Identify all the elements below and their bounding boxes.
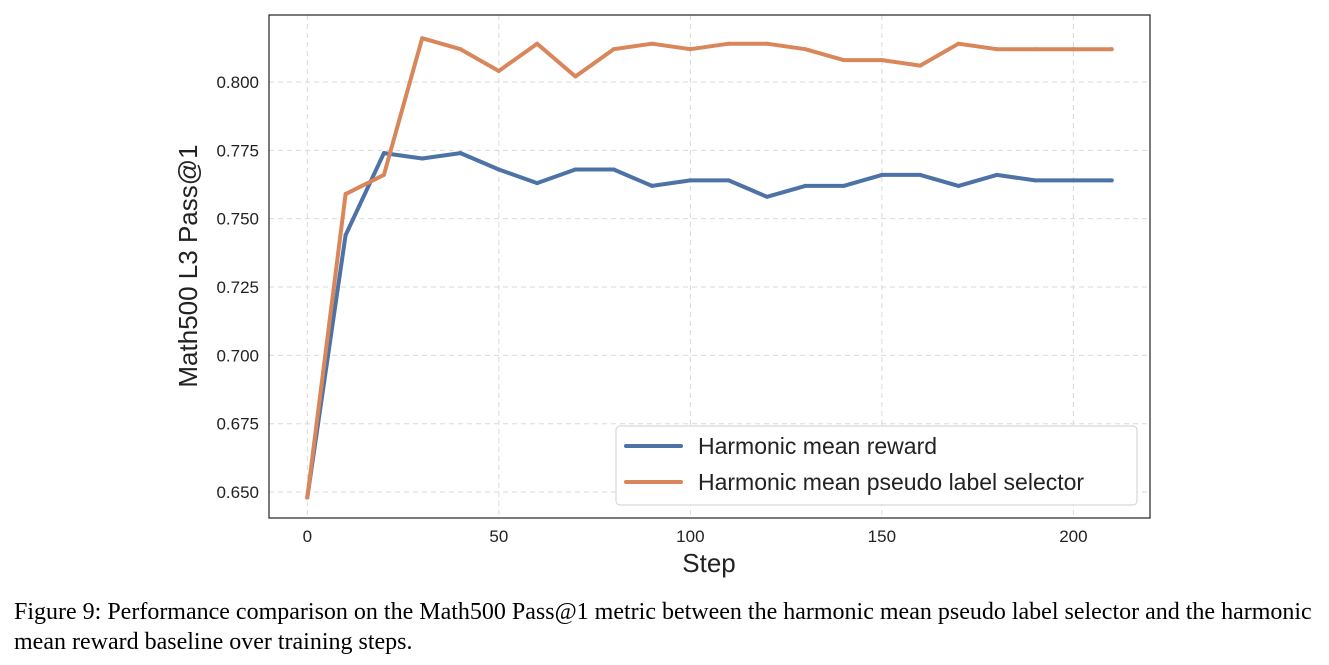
data-point-harmonic-mean-reward [573,167,578,172]
line-chart: 0 50 100 150 200 0.6500.6750.7000.7250.7500.… [173,14,1151,578]
data-point-harmonic-mean-reward [956,183,961,188]
data-point-harmonic-mean-pseudo-label-selector [841,58,846,63]
data-point-harmonic-mean-pseudo-label-selector [611,47,616,52]
data-point-harmonic-mean-pseudo-label-selector [803,47,808,52]
series-line-harmonic-mean-pseudo-label-selector [305,36,1114,500]
data-point-harmonic-mean-pseudo-label-selector [688,47,693,52]
legend: Harmonic mean reward Harmonic mean pseud… [615,425,1138,506]
series-line-harmonic-mean-reward [305,151,1114,500]
data-point-harmonic-mean-reward [726,178,731,183]
data-point-harmonic-mean-reward [879,172,884,177]
data-point-harmonic-mean-pseudo-label-selector [764,41,769,46]
y-tick-label: 0.800 [216,73,259,92]
y-tick-label: 0.700 [216,346,259,365]
data-point-harmonic-mean-reward [841,183,846,188]
plot-area-frame [268,14,1151,519]
data-point-harmonic-mean-pseudo-label-selector [726,41,731,46]
x-tick-label: 0 [303,527,312,546]
data-point-harmonic-mean-reward [611,167,616,172]
data-point-harmonic-mean-reward [1109,178,1114,183]
data-point-harmonic-mean-pseudo-label-selector [1033,47,1038,52]
data-point-harmonic-mean-reward [650,183,655,188]
data-point-harmonic-mean-pseudo-label-selector [1071,47,1076,52]
y-axis-label: Math500 L3 Pass@1 [173,144,203,387]
data-point-harmonic-mean-reward [420,156,425,161]
y-axis-ticks: 0.650 0.675 0.700 0.725 0.750 0.775 0.800 [216,73,259,502]
series [305,36,1114,500]
data-point-harmonic-mean-pseudo-label-selector [918,63,923,68]
data-point-harmonic-mean-pseudo-label-selector [381,172,386,177]
data-point-harmonic-mean-reward [803,183,808,188]
x-tick-label: 50 [489,527,508,546]
y-tick-label: 0.775 [216,141,259,160]
legend-label-harmonic-mean-reward: Harmonic mean reward [698,433,937,459]
data-point-harmonic-mean-pseudo-label-selector [496,69,501,74]
data-point-harmonic-mean-reward [458,151,463,156]
data-point-harmonic-mean-reward [918,172,923,177]
data-point-harmonic-mean-pseudo-label-selector [956,41,961,46]
data-point-harmonic-mean-pseudo-label-selector [305,495,310,500]
data-point-harmonic-mean-pseudo-label-selector [458,47,463,52]
data-point-harmonic-mean-reward [343,233,348,238]
data-point-harmonic-mean-reward [1033,178,1038,183]
y-tick-label: 0.650 [216,483,259,502]
figure-caption: Figure 9: Performance comparison on the … [14,599,1312,655]
data-point-harmonic-mean-pseudo-label-selector [420,36,425,41]
x-axis-label: Step [682,548,736,578]
legend-box [615,425,1138,506]
y-tick-label: 0.675 [216,415,259,434]
x-tick-label: 150 [868,527,896,546]
y-tick-label: 0.750 [216,210,259,229]
data-point-harmonic-mean-reward [994,172,999,177]
data-point-harmonic-mean-pseudo-label-selector [343,192,348,197]
legend-label-harmonic-mean-pseudo-label-selector: Harmonic mean pseudo label selector [698,469,1084,495]
data-point-harmonic-mean-reward [381,151,386,156]
x-tick-label: 100 [676,527,704,546]
data-point-harmonic-mean-pseudo-label-selector [650,41,655,46]
data-point-harmonic-mean-reward [496,167,501,172]
x-tick-label: 200 [1059,527,1087,546]
grid [269,15,1150,518]
data-point-harmonic-mean-pseudo-label-selector [1109,47,1114,52]
data-point-harmonic-mean-pseudo-label-selector [994,47,999,52]
data-point-harmonic-mean-pseudo-label-selector [573,74,578,79]
data-point-harmonic-mean-reward [688,178,693,183]
data-point-harmonic-mean-reward [535,181,540,186]
x-axis-ticks: 0 50 100 150 200 [303,527,1088,546]
data-point-harmonic-mean-reward [1071,178,1076,183]
data-point-harmonic-mean-pseudo-label-selector [879,58,884,63]
y-tick-label: 0.725 [216,278,259,297]
data-point-harmonic-mean-reward [764,194,769,199]
data-point-harmonic-mean-pseudo-label-selector [535,41,540,46]
